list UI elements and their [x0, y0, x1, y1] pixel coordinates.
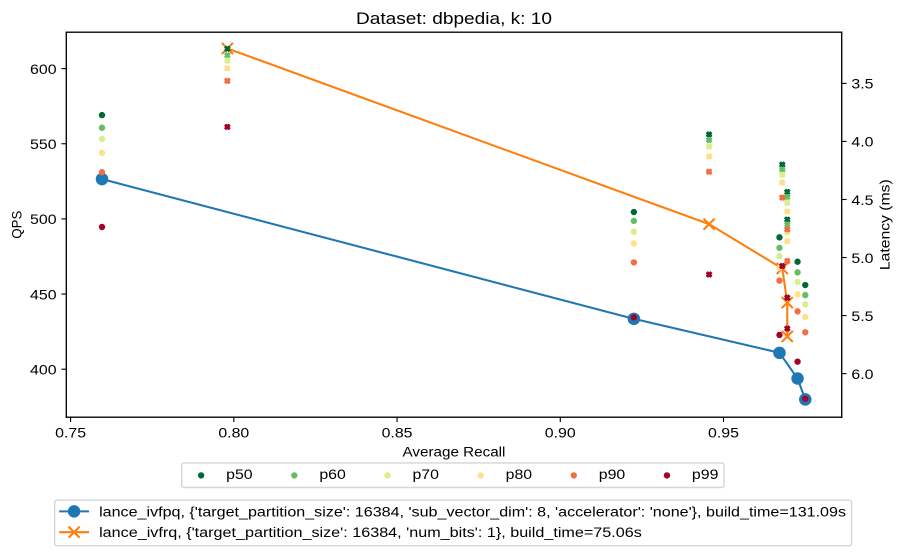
svg-text:0.75: 0.75 [55, 424, 86, 440]
svg-text:p50: p50 [226, 466, 253, 482]
svg-text:4.0: 4.0 [851, 134, 873, 150]
svg-text:Dataset: dbpedia, k: 10: Dataset: dbpedia, k: 10 [356, 9, 552, 28]
svg-text:p80: p80 [506, 466, 533, 482]
svg-text:450: 450 [30, 286, 57, 302]
svg-text:4.5: 4.5 [851, 192, 873, 208]
svg-text:p99: p99 [692, 466, 719, 482]
svg-text:p60: p60 [319, 466, 346, 482]
svg-text:6.0: 6.0 [851, 366, 873, 382]
svg-text:400: 400 [30, 361, 57, 377]
svg-text:600: 600 [30, 61, 57, 77]
svg-text:0.95: 0.95 [708, 424, 739, 440]
svg-text:5.0: 5.0 [851, 250, 873, 266]
svg-text:Average Recall: Average Recall [403, 443, 506, 459]
svg-text:p70: p70 [412, 466, 439, 482]
svg-text:QPS: QPS [9, 211, 25, 239]
svg-text:3.5: 3.5 [851, 76, 873, 92]
svg-text:550: 550 [30, 136, 57, 152]
svg-text:Latency (ms): Latency (ms) [877, 179, 893, 270]
svg-text:500: 500 [30, 211, 57, 227]
svg-text:0.80: 0.80 [218, 424, 249, 440]
svg-text:5.5: 5.5 [851, 308, 873, 324]
svg-text:p90: p90 [599, 466, 626, 482]
svg-text:lance_ivfpq, {'target_partitio: lance_ivfpq, {'target_partition_size': 1… [99, 503, 846, 519]
svg-text:0.85: 0.85 [382, 424, 413, 440]
svg-text:lance_ivfrq, {'target_partitio: lance_ivfrq, {'target_partition_size': 1… [99, 524, 642, 540]
svg-text:0.90: 0.90 [545, 424, 576, 440]
